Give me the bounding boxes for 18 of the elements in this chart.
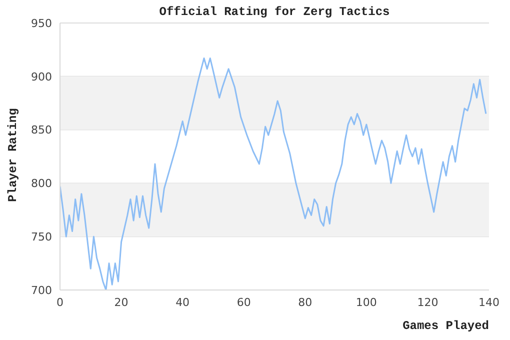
- y-tick-label: 800: [31, 177, 52, 190]
- y-tick-label: 950: [31, 16, 52, 30]
- x-tick-label: 80: [298, 296, 312, 309]
- line-series: [60, 57, 487, 290]
- y-axis-title: Player Rating: [6, 107, 20, 204]
- x-tick-label: 0: [56, 296, 64, 309]
- x-tick-label: 60: [236, 296, 251, 309]
- y-tick-label: 700: [31, 284, 52, 297]
- y-tick-label: 850: [31, 124, 52, 137]
- x-tick-label: 20: [114, 296, 128, 309]
- y-tick-label: 900: [31, 70, 52, 84]
- x-axis-title: Games Played: [402, 319, 489, 333]
- y-tick-label: 750: [31, 230, 52, 244]
- chart-title: Official Rating for Zerg Tactics: [158, 5, 391, 19]
- x-tick-label: 40: [176, 296, 190, 309]
- x-tick-label: 140: [478, 296, 500, 309]
- x-tick-label: 100: [356, 296, 377, 309]
- x-tick-label: 120: [417, 296, 438, 309]
